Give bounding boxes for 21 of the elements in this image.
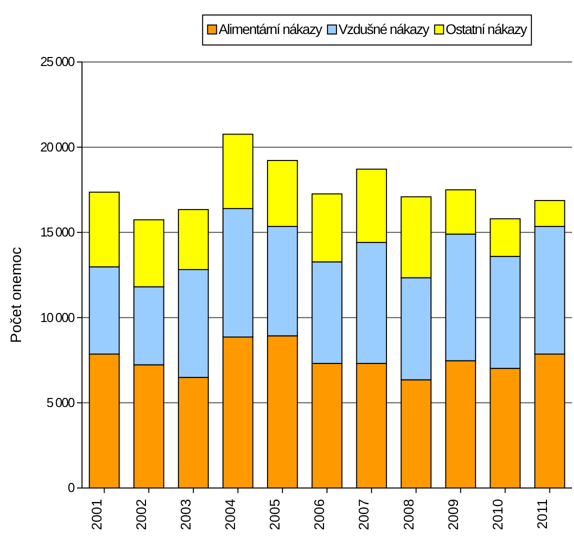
x-tick-label: 2007 xyxy=(356,498,372,530)
x-tick-label: 2011 xyxy=(534,498,550,530)
x-tick-label: 2001 xyxy=(88,498,104,530)
y-tick-label: 10 000 xyxy=(40,310,75,325)
y-tick-label: 25 000 xyxy=(40,54,75,70)
y-tick-label: 0 xyxy=(68,480,75,496)
legend-label: Ostatní nákazy xyxy=(446,21,528,37)
y-tick-label: 20 000 xyxy=(40,139,75,154)
y-axis-title: Počet onemoc xyxy=(8,246,25,343)
x-tick-label: 2003 xyxy=(178,498,194,530)
legend-label: Vzdušné nákazy xyxy=(338,21,430,37)
x-tick-label: 2002 xyxy=(133,498,150,530)
legend-label: Alimentární nákazy xyxy=(218,21,322,37)
x-tick-label: 2008 xyxy=(400,498,416,530)
x-tick-label: 2005 xyxy=(266,498,283,530)
y-tick-label: 5 000 xyxy=(46,394,75,410)
x-tick-label: 2006 xyxy=(311,498,328,530)
y-tick-label: 15 000 xyxy=(40,224,75,240)
x-tick-label: 2004 xyxy=(222,498,238,530)
x-tick-label: 2010 xyxy=(489,498,506,530)
x-tick-label: 2009 xyxy=(444,498,461,530)
